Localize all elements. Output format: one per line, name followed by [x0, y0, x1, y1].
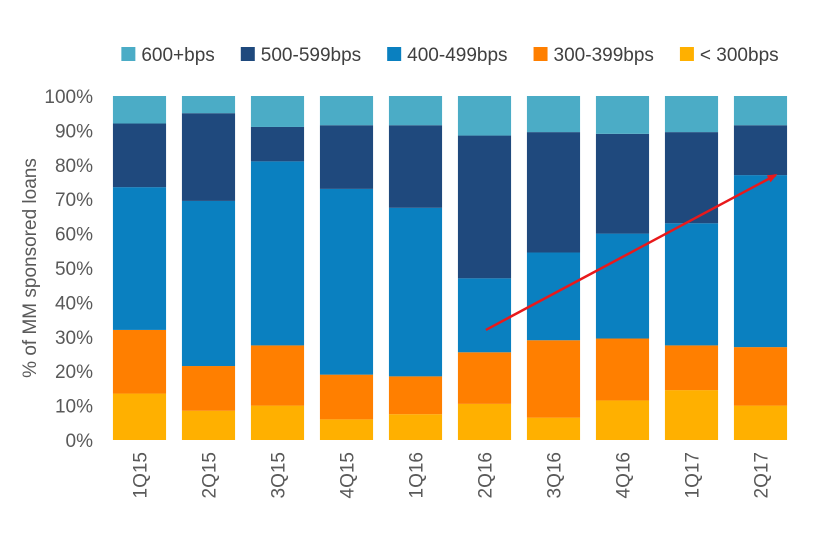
bar-segment-600plusbps [388, 96, 443, 126]
bar-segment-300-399bps [664, 345, 719, 391]
bar-segment-600plusbps [526, 96, 581, 133]
bar-segment-400-499bps [250, 161, 305, 346]
bar-segment-lt-300bps [733, 405, 788, 440]
bar-segment-500-599bps [388, 125, 443, 208]
bar-segment-300-399bps [181, 366, 236, 411]
annotations [485, 174, 778, 332]
bar-segment-lt-300bps [250, 405, 305, 440]
legend-item-500-599bps: 500-599bps [240, 45, 361, 66]
bars [112, 96, 788, 440]
y-tick-label: 60% [55, 225, 93, 246]
y-axis-label: % of MM sponsored loans [20, 158, 41, 378]
y-tick-label: 70% [55, 190, 93, 211]
bar-segment-300-399bps [112, 329, 167, 394]
bar-segment-500-599bps [319, 125, 374, 189]
bar-segment-300-399bps [595, 338, 650, 401]
legend-item-600plusbps: 600+bps [121, 45, 215, 66]
legend-label: 500-599bps [261, 45, 361, 66]
bar-segment-400-499bps [526, 252, 581, 341]
legend-item-lt-300bps: < 300bps [679, 45, 779, 66]
bar-segment-lt-300bps [181, 410, 236, 440]
y-tick-label: 30% [55, 328, 93, 349]
bar-segment-600plusbps [457, 96, 512, 136]
bar-segment-400-499bps [112, 187, 167, 330]
bar-segment-600plusbps [112, 96, 167, 124]
bar-segment-400-499bps [595, 233, 650, 339]
bar-segment-300-399bps [250, 345, 305, 406]
bar-segment-500-599bps [664, 132, 719, 224]
bar-segment-500-599bps [250, 126, 305, 162]
legend-label: < 300bps [700, 45, 779, 66]
x-tick-label: 1Q16 [407, 452, 428, 498]
bar-segment-600plusbps [664, 96, 719, 133]
bar-segment-600plusbps [181, 96, 236, 114]
bar-segment-500-599bps [595, 133, 650, 234]
legend-swatch [121, 47, 136, 61]
bar-segment-400-499bps [733, 175, 788, 348]
x-tick-label: 2Q15 [200, 452, 221, 498]
y-axis-ticks: 0% 10% 20% 30% 40% 50% 60% 70% 80% 90% 100% [44, 87, 93, 452]
bar-segment-lt-300bps [319, 419, 374, 440]
x-tick-label: 1Q17 [683, 452, 704, 498]
bar-segment-500-599bps [457, 135, 512, 279]
x-tick-label: 4Q16 [614, 452, 635, 498]
legend-swatch [387, 47, 402, 61]
y-tick-label: 100% [44, 87, 93, 108]
y-tick-label: 0% [66, 431, 94, 452]
bar-segment-lt-300bps [388, 414, 443, 440]
chart-legend: 600+bps 500-599bps 400-499bps 300-399bps < 3… [121, 45, 779, 66]
bar-segment-400-499bps [664, 223, 719, 346]
bar-segment-500-599bps [733, 125, 788, 176]
bar-segment-600plusbps [595, 96, 650, 134]
bar-segment-600plusbps [733, 96, 788, 126]
bar-segment-600plusbps [250, 96, 305, 127]
y-tick-label: 80% [55, 156, 93, 177]
bar-segment-300-399bps [526, 340, 581, 418]
legend-item-400-499bps: 400-499bps [387, 45, 508, 66]
bar-segment-600plusbps [319, 96, 374, 126]
x-tick-label: 1Q15 [131, 452, 152, 498]
legend-label: 600+bps [141, 45, 214, 66]
bar-segment-lt-300bps [526, 417, 581, 440]
bar-segment-400-499bps [457, 278, 512, 353]
bar-segment-500-599bps [112, 123, 167, 188]
x-tick-label: 2Q17 [752, 452, 773, 498]
bar-segment-300-399bps [319, 374, 374, 420]
bar-segment-300-399bps [733, 347, 788, 406]
y-tick-label: 40% [55, 293, 93, 314]
bar-segment-500-599bps [526, 132, 581, 253]
bar-segment-400-499bps [181, 200, 236, 367]
bar-segment-300-399bps [388, 376, 443, 415]
trend-arrow [485, 174, 778, 332]
y-tick-label: 50% [55, 259, 93, 280]
legend-item-300-399bps: 300-399bps [533, 45, 654, 66]
bar-segment-400-499bps [388, 207, 443, 377]
bar-segment-500-599bps [181, 113, 236, 201]
x-axis-ticks: 1Q15 2Q15 3Q15 4Q15 1Q16 2Q16 3Q16 4Q16 1Q17 2Q17 [131, 452, 773, 498]
legend-swatch [240, 47, 255, 61]
y-tick-label: 10% [55, 397, 93, 418]
legend-swatch [679, 47, 694, 61]
bar-segment-lt-300bps [457, 403, 512, 440]
y-tick-label: 90% [55, 121, 93, 142]
x-tick-label: 4Q15 [338, 452, 359, 498]
bar-segment-300-399bps [457, 352, 512, 404]
legend-swatch [533, 47, 548, 61]
legend-label: 400-499bps [407, 45, 507, 66]
legend-label: 300-399bps [554, 45, 654, 66]
bar-segment-400-499bps [319, 188, 374, 375]
x-tick-label: 2Q16 [476, 452, 497, 498]
y-tick-label: 20% [55, 362, 93, 383]
bar-segment-lt-300bps [595, 400, 650, 440]
bar-segment-lt-300bps [664, 390, 719, 440]
bar-segment-lt-300bps [112, 393, 167, 440]
x-tick-label: 3Q15 [269, 452, 290, 498]
x-tick-label: 3Q16 [545, 452, 566, 498]
